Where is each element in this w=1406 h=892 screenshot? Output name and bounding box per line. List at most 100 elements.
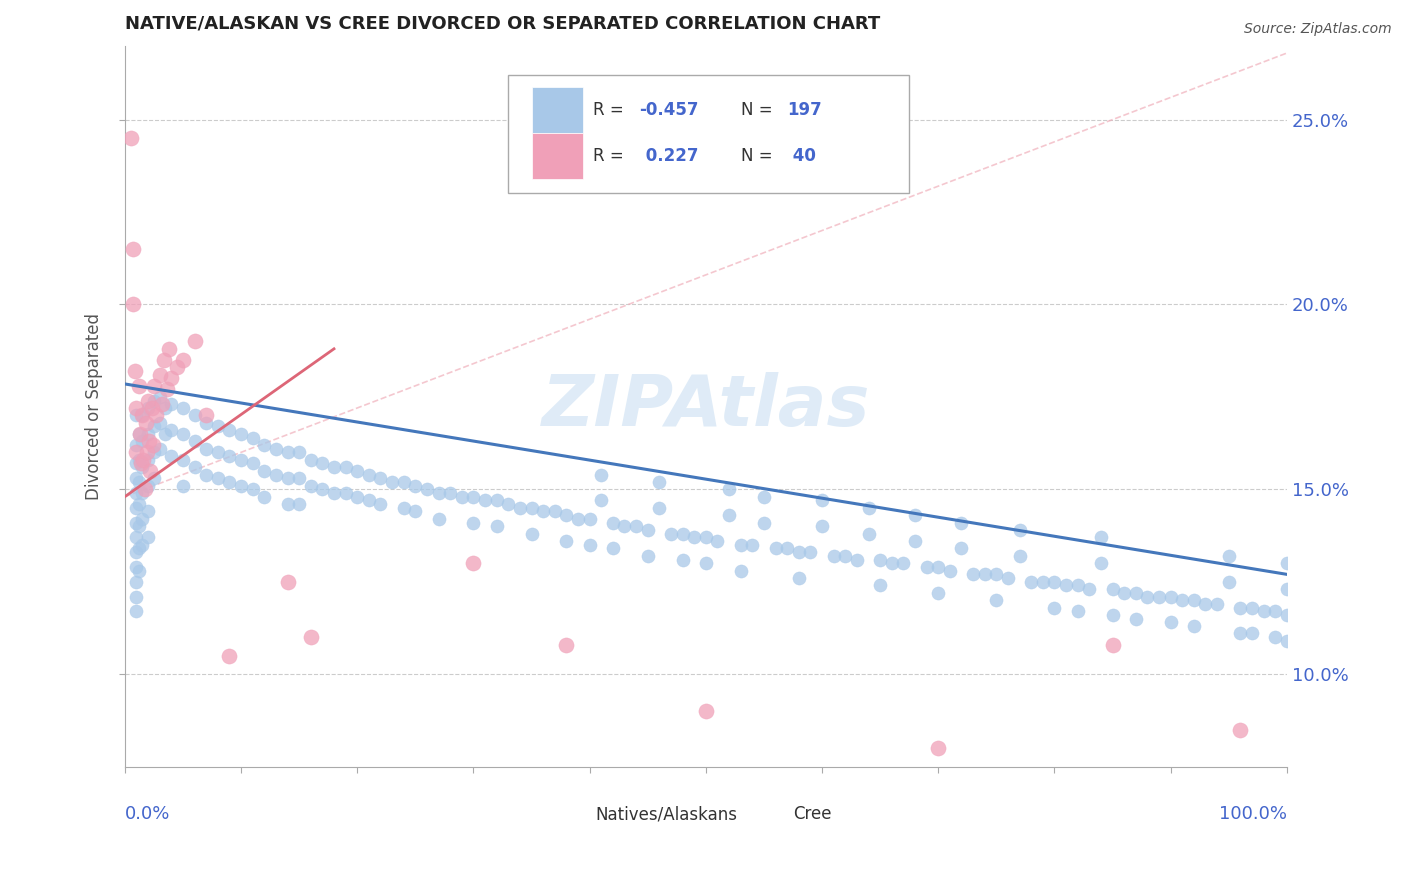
Point (485, 519, 508, 533)
Point (207, 471, 229, 485)
Text: Source: ZipAtlas.com: Source: ZipAtlas.com (1244, 22, 1392, 37)
Point (1218, 574, 1240, 589)
Point (463, 516, 485, 530)
Point (463, 490, 485, 504)
Point (624, 519, 647, 533)
Point (229, 426, 252, 441)
Point (299, 478, 322, 492)
Point (1264, 604, 1286, 618)
Point (1275, 582, 1298, 596)
Point (1008, 549, 1031, 563)
Point (591, 467, 613, 482)
Point (125, 500, 148, 515)
Point (695, 704, 717, 718)
Point (555, 534, 578, 549)
Point (253, 438, 276, 452)
Point (799, 545, 821, 559)
Point (520, 526, 543, 541)
Point (264, 442, 287, 456)
Point (172, 352, 194, 367)
Point (776, 541, 799, 556)
Point (128, 475, 150, 489)
Point (131, 512, 153, 526)
Point (229, 452, 252, 467)
Point (136, 530, 159, 544)
Point (149, 368, 172, 382)
Text: 100.0%: 100.0% (1219, 805, 1286, 823)
Point (1101, 638, 1123, 652)
Text: N =: N = (741, 147, 778, 165)
Point (195, 416, 218, 430)
Point (253, 490, 276, 504)
FancyBboxPatch shape (509, 75, 910, 194)
Point (172, 401, 194, 415)
Point (128, 379, 150, 393)
Point (1066, 578, 1088, 592)
Point (155, 401, 177, 415)
FancyBboxPatch shape (558, 799, 589, 830)
Point (811, 493, 834, 508)
Point (485, 493, 508, 508)
Y-axis label: Divorced or Separated: Divorced or Separated (86, 312, 103, 500)
Point (555, 508, 578, 523)
Point (858, 500, 880, 515)
Point (567, 512, 589, 526)
Point (276, 445, 298, 459)
Point (1218, 549, 1240, 563)
Point (172, 426, 194, 441)
FancyBboxPatch shape (531, 133, 582, 179)
Text: 0.0%: 0.0% (125, 805, 170, 823)
Point (149, 416, 172, 430)
Point (323, 486, 346, 500)
Point (195, 442, 218, 456)
Point (1240, 626, 1263, 640)
Point (1019, 574, 1042, 589)
Point (939, 564, 962, 578)
Point (131, 409, 153, 423)
Point (637, 523, 659, 537)
Point (128, 426, 150, 441)
Point (323, 460, 346, 475)
Point (730, 538, 752, 552)
Point (149, 390, 172, 404)
Point (124, 364, 146, 378)
Point (160, 423, 183, 437)
Point (427, 512, 450, 526)
Point (125, 560, 148, 574)
Point (671, 526, 693, 541)
Point (153, 352, 176, 367)
Point (1275, 556, 1298, 570)
Point (1229, 723, 1251, 737)
Point (136, 452, 159, 467)
Point (136, 504, 159, 518)
Point (136, 478, 159, 492)
Point (156, 383, 179, 397)
Point (1032, 574, 1054, 589)
Point (131, 460, 153, 475)
Point (671, 552, 693, 566)
Point (160, 371, 183, 385)
Point (1147, 590, 1170, 604)
Point (122, 242, 145, 256)
Point (544, 504, 567, 518)
Point (142, 379, 165, 393)
Point (962, 567, 984, 582)
Point (125, 530, 148, 544)
Point (927, 560, 949, 574)
Point (787, 545, 810, 559)
Point (1090, 556, 1112, 570)
Point (648, 475, 671, 489)
Point (427, 486, 450, 500)
Text: 40: 40 (787, 147, 815, 165)
Point (439, 486, 461, 500)
Point (218, 475, 240, 489)
Point (752, 516, 775, 530)
Text: ZIPAtlas: ZIPAtlas (541, 372, 870, 441)
Point (1043, 600, 1066, 615)
Point (131, 434, 153, 449)
Text: 0.227: 0.227 (640, 147, 699, 165)
Point (276, 574, 298, 589)
Point (811, 519, 834, 533)
Point (131, 538, 153, 552)
Point (869, 552, 891, 566)
